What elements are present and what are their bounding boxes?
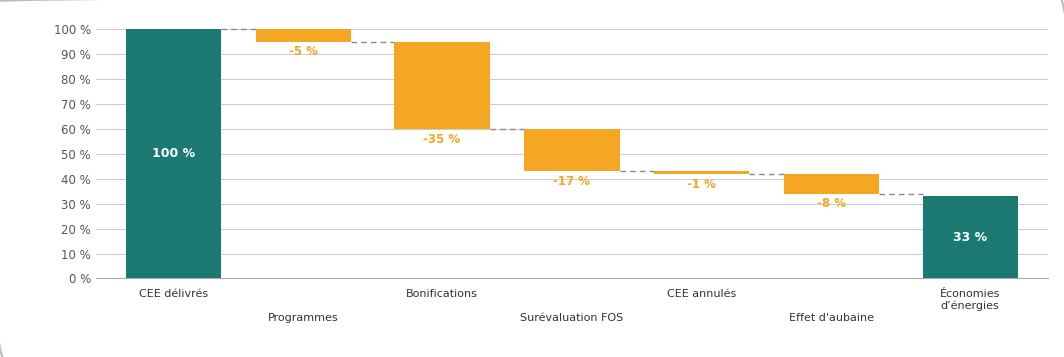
Text: Économies
d’énergies: Économies d’énergies (940, 289, 1000, 311)
Bar (525, 129, 619, 171)
Text: -5 %: -5 % (289, 45, 318, 59)
Text: Surévaluation FOS: Surévaluation FOS (520, 313, 624, 323)
Text: -1 %: -1 % (687, 177, 716, 191)
Text: Bonifications: Bonifications (406, 289, 478, 299)
Text: CEE délivrés: CEE délivrés (139, 289, 209, 299)
Text: -35 %: -35 % (423, 133, 461, 146)
Bar (922, 196, 1018, 278)
Bar (395, 42, 489, 129)
Text: Effet d'aubaine: Effet d'aubaine (789, 313, 875, 323)
Bar (784, 174, 879, 194)
Text: -17 %: -17 % (553, 175, 591, 188)
Bar (654, 171, 749, 174)
Bar (126, 29, 221, 278)
Text: CEE annulés: CEE annulés (667, 289, 736, 299)
Text: Programmes: Programmes (268, 313, 338, 323)
Bar (256, 29, 351, 42)
Text: 100 %: 100 % (152, 147, 195, 160)
Text: 33 %: 33 % (953, 231, 987, 244)
Text: -8 %: -8 % (817, 197, 846, 211)
